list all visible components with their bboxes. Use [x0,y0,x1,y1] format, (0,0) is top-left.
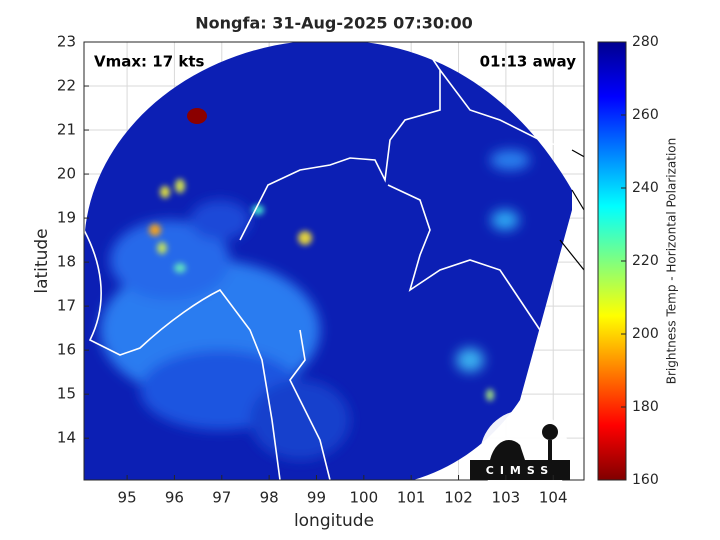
y-axis-label: latitude [32,228,52,293]
colorbar-tick-label: 260 [632,107,659,123]
colorbar-tick-label: 200 [632,326,659,342]
x-axis-label: longitude [294,511,374,531]
y-tick-label: 14 [57,429,76,447]
colorbar-tick-label: 280 [632,34,659,50]
colorbar-label: Brightness Temp - Horizontal Polarizatio… [665,138,679,385]
x-tick-label: 101 [397,489,426,507]
x-tick-label: 97 [212,489,231,507]
colorbar-tick-label: 160 [632,472,659,488]
y-tick-label: 21 [57,121,76,139]
annotation: Vmax: 17 kts [94,53,204,71]
colorbar-tick-label: 220 [632,253,659,269]
x-tick-label: 104 [539,489,568,507]
y-tick-label: 23 [57,33,76,51]
y-tick-label: 20 [57,165,76,183]
x-tick-label: 98 [260,489,279,507]
y-tick-label: 15 [57,385,76,403]
x-tick-label: 102 [444,489,473,507]
y-tick-label: 16 [57,341,76,359]
colorbar-tick-label: 180 [632,399,659,415]
logo: CIMSS [470,410,570,500]
y-tick-label: 19 [57,209,76,227]
y-tick-label: 22 [57,77,76,95]
x-tick-label: 96 [165,489,184,507]
chart-title: Nongfa: 31-Aug-2025 07:30:00 [195,14,472,33]
y-tick-label: 17 [57,297,76,315]
y-tick-label: 18 [57,253,76,271]
logo-text: CIMSS [486,464,554,477]
plot-frame [83,41,585,481]
x-tick-label: 99 [307,489,326,507]
colorbar-tick-label: 240 [632,180,659,196]
x-tick-label: 95 [118,489,137,507]
x-tick-label: 103 [492,489,521,507]
imagery [84,42,584,480]
x-tick-label: 100 [350,489,379,507]
annotation: 01:13 away [480,53,577,71]
